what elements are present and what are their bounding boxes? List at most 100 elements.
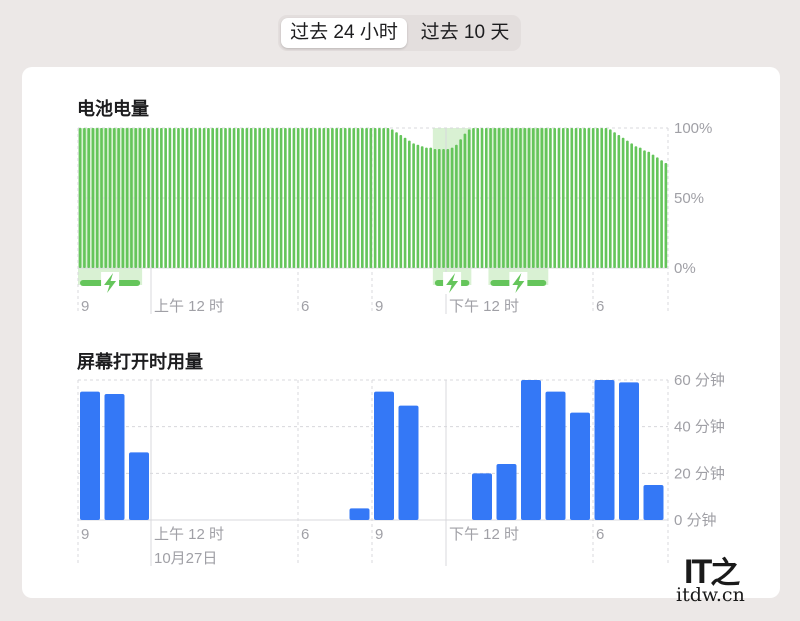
- segment-last-10-days[interactable]: 过去 10 天: [420, 22, 510, 43]
- battery-bar: [326, 128, 330, 268]
- battery-x-tick-label: 6: [596, 298, 604, 315]
- battery-bar: [455, 144, 458, 268]
- battery-bar: [348, 128, 351, 268]
- battery-bar: [489, 128, 492, 268]
- battery-bar: [164, 128, 167, 268]
- battery-bar: [467, 129, 471, 268]
- battery-bar: [130, 128, 133, 268]
- battery-y-tick-label: 50%: [674, 190, 704, 207]
- battery-bar: [634, 146, 638, 268]
- battery-bar: [262, 128, 266, 268]
- screen-x-tick-label: 6: [596, 526, 604, 543]
- screen-x-tick-label: 9: [375, 526, 383, 543]
- battery-bar: [510, 128, 514, 268]
- screen-x-tick-label: 下午 12 时: [449, 526, 519, 543]
- battery-bar: [343, 128, 347, 268]
- battery-y-tick-label: 0%: [674, 260, 696, 277]
- battery-bar: [266, 128, 270, 268]
- battery-bar: [279, 128, 283, 268]
- screen-y-tick-label: 60 分钟: [674, 372, 725, 389]
- battery-level-title: 电池电量: [77, 99, 149, 119]
- battery-bar: [532, 128, 535, 268]
- battery-bar: [502, 128, 505, 268]
- screen-time-bar: [594, 380, 615, 520]
- battery-x-tick-label: 9: [375, 298, 383, 315]
- screen-time-bar: [398, 405, 419, 520]
- battery-bar: [459, 139, 462, 268]
- battery-bar: [608, 129, 612, 268]
- battery-level-chart: 100% 50% 0% 9 上午 12 时 6 9 下午 12 时 6: [77, 120, 712, 315]
- battery-bar: [442, 149, 445, 268]
- screen-y-tick-label: 20 分钟: [674, 465, 725, 482]
- battery-bar: [497, 128, 501, 268]
- battery-bar: [339, 128, 343, 268]
- battery-bar: [463, 133, 467, 268]
- screen-x-tick-label: 9: [81, 526, 89, 543]
- battery-bar: [527, 128, 531, 268]
- segment-last-24-hours[interactable]: 过去 24 小时: [281, 18, 407, 48]
- screen-time-bar: [80, 391, 100, 520]
- screen-time-bar: [349, 508, 370, 520]
- battery-bar: [284, 128, 287, 268]
- time-range-segmented-control: 过去 24 小时 过去 10 天: [278, 15, 521, 51]
- battery-bar: [121, 128, 125, 268]
- battery-bar: [613, 132, 616, 268]
- battery-bar: [241, 128, 244, 268]
- screen-time-bar: [521, 380, 541, 520]
- battery-bar: [369, 128, 373, 268]
- battery-bar: [177, 128, 180, 268]
- battery-bar: [296, 128, 300, 268]
- battery-x-tick-label: 9: [81, 298, 89, 315]
- battery-x-tick-label: 6: [301, 298, 309, 315]
- battery-bar: [655, 157, 659, 268]
- watermark-logo: IT之 itdw.cn: [676, 548, 786, 614]
- battery-bar: [583, 128, 586, 268]
- battery-bar: [519, 128, 522, 268]
- battery-bar: [365, 128, 368, 268]
- battery-bar: [540, 128, 544, 268]
- battery-bar: [408, 140, 411, 268]
- battery-y-tick-label: 100%: [674, 120, 712, 137]
- battery-bar: [450, 147, 454, 268]
- battery-bar: [660, 160, 663, 268]
- screen-y-tick-label: 0 分钟: [674, 512, 717, 529]
- battery-bar: [292, 128, 296, 268]
- battery-bar: [476, 128, 480, 268]
- battery-bar: [570, 128, 574, 268]
- battery-bar: [275, 128, 279, 268]
- battery-bar: [433, 149, 437, 268]
- battery-bar: [207, 128, 210, 268]
- battery-bar: [425, 147, 428, 268]
- screen-x-tick-label: 6: [301, 526, 309, 543]
- battery-bar: [566, 128, 569, 268]
- screen-x-tick-label: 上午 12 时: [154, 526, 224, 543]
- battery-bar: [181, 128, 185, 268]
- battery-bar: [420, 146, 424, 268]
- battery-bar: [83, 128, 86, 268]
- battery-bar: [630, 143, 633, 268]
- battery-bar: [254, 128, 257, 268]
- battery-bar: [309, 128, 313, 268]
- charging-bolt-icon: [512, 273, 525, 293]
- screen-date-label: 10月27日: [154, 550, 217, 567]
- battery-bar: [87, 128, 91, 268]
- watermark-logo-text: IT之: [684, 553, 740, 591]
- battery-bar: [617, 135, 621, 268]
- battery-bar: [202, 128, 206, 268]
- battery-bar: [237, 128, 240, 268]
- battery-x-tick-label: 上午 12 时: [154, 298, 224, 315]
- battery-bar: [168, 128, 172, 268]
- battery-bar: [480, 128, 484, 268]
- battery-bar: [506, 128, 509, 268]
- charging-highlight: [488, 128, 549, 285]
- battery-bar: [429, 147, 433, 268]
- battery-bar: [587, 128, 591, 268]
- battery-bar: [382, 128, 386, 268]
- screen-time-bar: [472, 473, 492, 520]
- battery-bar: [523, 128, 527, 268]
- battery-bar: [360, 128, 364, 268]
- battery-bar: [553, 128, 557, 268]
- battery-bar: [386, 128, 390, 268]
- battery-bar: [403, 137, 407, 268]
- battery-bar: [160, 128, 163, 268]
